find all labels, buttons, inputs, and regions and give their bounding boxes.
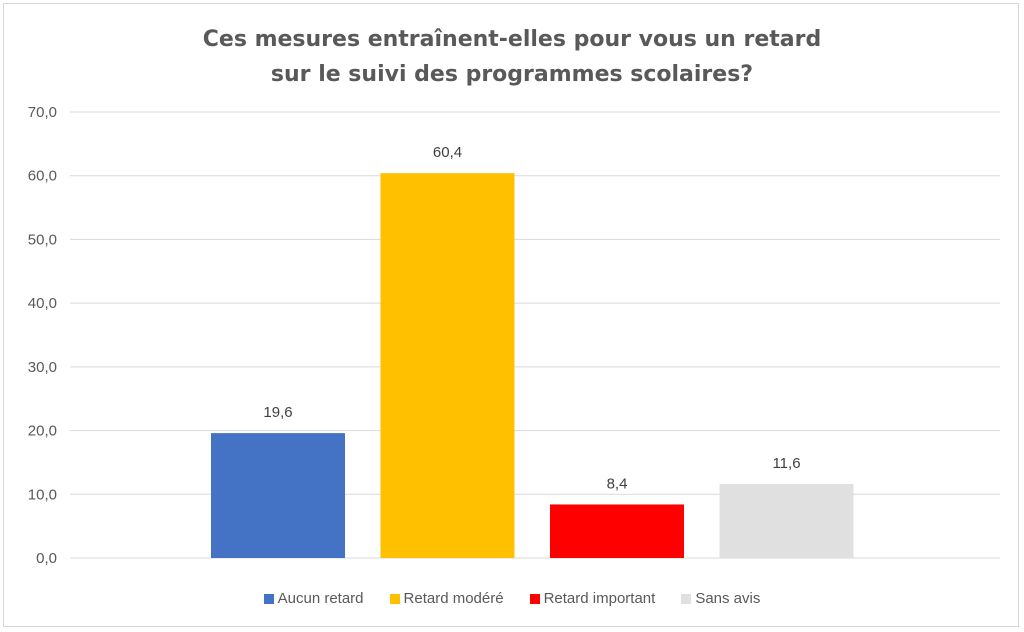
bar	[211, 433, 345, 558]
bar	[380, 173, 515, 558]
chart-title-line-2: sur le suivi des programmes scolaires?	[270, 62, 754, 87]
bar-data-label: 60,4	[433, 144, 462, 161]
bar	[550, 504, 684, 558]
legend-label: Aucun retard	[277, 590, 364, 607]
y-tick-label: 10,0	[28, 486, 57, 503]
chart-title: Ces mesures entraînent-elles pour vous u…	[0, 22, 1024, 92]
y-tick-label: 20,0	[28, 423, 57, 440]
legend-item: Aucun retard	[263, 590, 364, 607]
y-tick-label: 40,0	[28, 295, 57, 312]
legend-item: Sans avis	[681, 590, 760, 607]
y-tick-label: 0,0	[36, 550, 57, 567]
legend-swatch	[529, 593, 540, 604]
legend-item: Retard modéré	[389, 590, 504, 607]
legend-label: Retard modéré	[403, 590, 504, 607]
legend-swatch	[389, 593, 400, 604]
legend-swatch	[681, 593, 692, 604]
y-tick-label: 50,0	[28, 231, 57, 248]
y-tick-label: 70,0	[28, 104, 57, 121]
legend-swatch	[263, 593, 274, 604]
bar	[719, 484, 854, 558]
y-tick-label: 60,0	[28, 168, 57, 185]
legend-item: Retard important	[529, 590, 656, 607]
legend-label: Sans avis	[695, 590, 761, 607]
y-tick-label: 30,0	[28, 359, 57, 376]
chart-title-line-1: Ces mesures entraînent-elles pour vous u…	[202, 27, 822, 52]
bar-data-label: 8,4	[607, 475, 628, 492]
chart-legend: Aucun retard Retard modéré Retard import…	[0, 590, 1024, 607]
bar-data-label: 19,6	[263, 404, 292, 421]
bar-data-label: 11,6	[772, 455, 800, 472]
legend-label: Retard important	[543, 590, 656, 607]
